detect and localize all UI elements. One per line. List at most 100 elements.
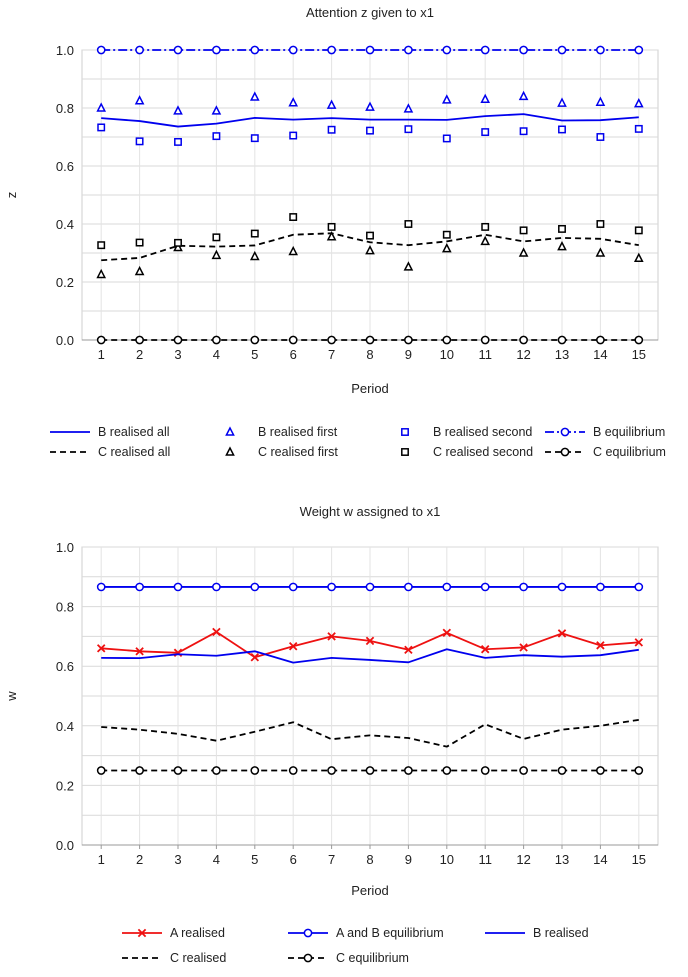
y-tick-label: 0.2 (56, 778, 74, 793)
data-point (365, 45, 375, 55)
data-point (96, 335, 106, 345)
data-point (288, 582, 298, 592)
series-b-realised (101, 648, 639, 664)
data-point (480, 45, 490, 55)
data-point (634, 335, 644, 345)
data-point (288, 335, 298, 345)
y-tick-label: 0.4 (56, 217, 74, 232)
legend: A realised A and B equilibrium B realised C… (122, 926, 589, 965)
data-point (480, 335, 490, 345)
data-point (596, 641, 605, 650)
x-tick-label: 12 (516, 347, 530, 362)
data-point (441, 94, 452, 104)
legend-item: C realised (122, 951, 226, 965)
data-point (212, 582, 221, 592)
data-point (518, 90, 529, 101)
data-point (481, 222, 490, 231)
data-point (97, 241, 106, 250)
data-point (135, 766, 144, 775)
legend-label: B realised second (433, 425, 532, 439)
data-point (173, 766, 183, 775)
data-point (481, 128, 490, 137)
series-c-equilibrium (96, 335, 644, 345)
chart-1: Attention z given to x1 0.0 0.2 0.4 0.6 0.8 1.… (4, 5, 666, 459)
data-point (519, 226, 528, 235)
data-point (135, 647, 144, 656)
data-point (288, 97, 299, 107)
data-point (211, 105, 222, 115)
y-tick-label: 0.0 (56, 333, 74, 348)
series-line (101, 718, 639, 748)
data-point (211, 249, 222, 260)
x-tick-label: 9 (405, 347, 412, 362)
data-point (250, 766, 260, 775)
data-point (634, 226, 643, 235)
legend-marker (225, 426, 235, 436)
legend-label: B realised first (258, 425, 338, 439)
x-tick-label: 5 (251, 852, 258, 867)
data-point (288, 245, 299, 256)
data-point (519, 643, 528, 652)
series-b-equilibrium (96, 45, 644, 55)
data-point (442, 45, 452, 55)
data-point (519, 582, 528, 592)
data-point (173, 45, 183, 55)
data-point (596, 582, 605, 592)
legend-label: B equilibrium (593, 425, 665, 439)
x-tick-label: 2 (136, 852, 143, 867)
legend-label: B realised all (98, 425, 170, 439)
series-c-realised (101, 718, 639, 748)
data-point (249, 250, 260, 261)
data-point (404, 45, 413, 55)
data-point (634, 124, 643, 133)
data-point (212, 627, 221, 637)
series-line (101, 113, 639, 128)
data-point (442, 766, 452, 775)
data-point (135, 582, 144, 592)
data-point (634, 582, 644, 592)
data-point (96, 268, 107, 279)
data-point (250, 582, 260, 592)
data-point (403, 103, 414, 113)
x-tick-label: 10 (440, 347, 454, 362)
legend-marker (560, 427, 570, 437)
data-point (212, 45, 221, 55)
y-tick-label: 0.0 (56, 838, 74, 853)
legend-label: C realised second (433, 445, 533, 459)
legend-item: B realised first (225, 425, 338, 439)
legend-marker (137, 928, 147, 938)
data-point (519, 45, 528, 55)
data-point (557, 766, 567, 775)
legend-item: C equilibrium (288, 951, 409, 965)
data-point (327, 335, 336, 345)
data-point (480, 582, 490, 592)
y-tick-label: 1.0 (56, 43, 74, 58)
y-tick-label: 0.6 (56, 659, 74, 674)
data-point (519, 766, 528, 775)
data-point (135, 45, 144, 55)
data-point (633, 252, 644, 262)
legend-label: C realised first (258, 445, 338, 459)
data-point (327, 582, 336, 592)
data-point (365, 335, 375, 345)
data-point (135, 238, 144, 247)
legend-item: A realised (122, 926, 225, 940)
data-point (442, 628, 452, 638)
data-point (96, 45, 106, 55)
y-tick-label: 0.6 (56, 159, 74, 174)
data-point (404, 582, 413, 592)
data-point (404, 335, 413, 345)
data-point (212, 132, 221, 141)
legend-item: B realised all (50, 425, 170, 439)
x-tick-label: 3 (174, 852, 181, 867)
x-tick-label: 5 (251, 347, 258, 362)
data-point (365, 101, 375, 111)
legend-marker (401, 428, 409, 436)
data-point (596, 133, 605, 141)
legend-item: B equilibrium (545, 425, 665, 439)
data-point (595, 247, 606, 257)
legend-item: C realised second (401, 445, 533, 459)
y-tick-label: 0.4 (56, 719, 74, 734)
data-point (326, 99, 337, 109)
data-point (327, 222, 336, 231)
